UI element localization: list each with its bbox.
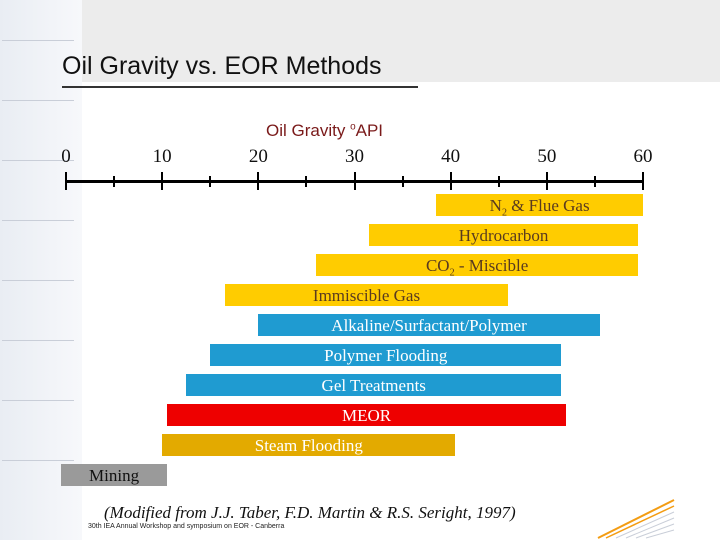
bar-label: Immiscible Gas	[313, 285, 420, 307]
bar	[61, 464, 167, 486]
tick-label: 60	[633, 146, 653, 167]
tick-label: 50	[537, 146, 557, 167]
bar-label-main: Alkaline/Surfactant/Polymer	[331, 316, 527, 335]
footer-text: 30th IEA Annual Workshop and symposium o…	[88, 523, 285, 530]
bar-label: Polymer Flooding	[324, 345, 447, 367]
bar-label: Gel Treatments	[322, 375, 426, 397]
title-band	[82, 0, 720, 82]
logo-graphic	[597, 499, 675, 539]
minor-tick	[305, 176, 308, 187]
bar-label-main: Mining	[89, 466, 140, 485]
tick-label: 0	[61, 146, 71, 167]
bar-label: Alkaline/Surfactant/Polymer	[331, 315, 526, 337]
bar-label-main: Steam Flooding	[254, 436, 363, 455]
bar-label: Mining	[89, 465, 139, 487]
major-tick	[161, 172, 164, 190]
bar-label-rest: - Miscible	[454, 256, 529, 275]
major-tick	[545, 172, 548, 190]
bar-label-rest: & Flue Gas	[506, 196, 590, 215]
major-tick	[449, 172, 452, 190]
minor-tick	[593, 176, 596, 187]
bar-label-main: CO	[425, 256, 450, 275]
major-tick	[642, 172, 644, 190]
bar	[436, 194, 643, 216]
bar	[162, 434, 456, 456]
bar-label-subscript: 2	[501, 207, 507, 219]
bar	[258, 314, 600, 336]
bar	[186, 374, 562, 396]
bar	[224, 284, 509, 306]
bar-label: MEOR	[342, 405, 391, 427]
source-citation: (Modified from J.J. Taber, F.D. Martin &…	[104, 503, 516, 522]
bar	[316, 254, 639, 276]
axis-label: Oil Gravity oAPI	[266, 121, 383, 141]
bar-label-main: MEOR	[341, 406, 392, 425]
bar-label: N2 & Flue Gas	[490, 195, 590, 224]
major-tick	[353, 172, 356, 190]
major-tick	[257, 172, 260, 190]
bar	[368, 224, 639, 246]
tick-label: 30	[345, 146, 364, 167]
bar-label-subscript: 2	[449, 267, 455, 279]
tick-label: 10	[152, 146, 172, 167]
bar-label: CO2 - Miscible	[426, 255, 528, 284]
axis-label-unit: API	[355, 121, 384, 140]
bar-label-main: Hydrocarbon	[458, 226, 549, 245]
bar	[210, 344, 562, 366]
axis-label-text: Oil Gravity	[266, 121, 351, 140]
minor-tick	[401, 176, 404, 187]
minor-tick	[497, 176, 500, 187]
bar	[166, 404, 567, 426]
major-tick	[65, 172, 67, 190]
minor-tick	[113, 176, 116, 187]
tick-label: 20	[248, 146, 268, 167]
background-strip	[0, 0, 82, 540]
bar-label-main: N	[489, 196, 502, 215]
bar-label-main: Gel Treatments	[321, 376, 426, 395]
bar-label-main: Immiscible Gas	[312, 286, 421, 305]
minor-tick	[209, 176, 212, 187]
title-underline	[62, 86, 418, 88]
bar-label: Hydrocarbon	[459, 225, 549, 247]
tick-label: 40	[441, 146, 461, 167]
axis-label-degree: o	[350, 121, 356, 133]
slide-title: Oil Gravity vs. EOR Methods	[62, 52, 382, 80]
bar-label-main: Polymer Flooding	[324, 346, 448, 365]
bar-label: Steam Flooding	[255, 435, 363, 457]
